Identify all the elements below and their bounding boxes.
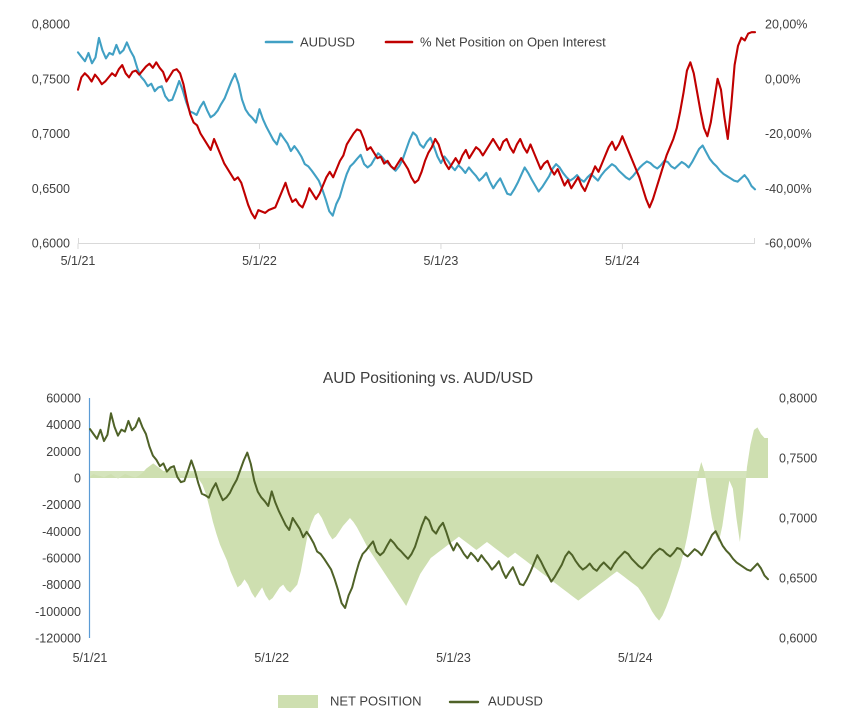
bottom-right-tick: 0,8000 <box>779 392 817 406</box>
bottom-right-tick: 0,7500 <box>779 452 817 466</box>
bottom-right-axis: 0,6000 0,6500 0,7000 0,7500 0,8000 <box>779 392 817 646</box>
bottom-x-tick: 5/1/24 <box>618 651 653 665</box>
top-chart-svg: AUDUSD % Net Position on Open Interest 0… <box>0 0 855 300</box>
top-series-net-position-on-open-interest <box>78 32 755 218</box>
top-chart-legend: AUDUSD % Net Position on Open Interest <box>266 34 606 49</box>
top-right-axis: -60,00% -40,00% -20,00% 0,00% 20,00% <box>765 18 812 251</box>
top-left-axis: 0,6000 0,6500 0,7000 0,7500 0,8000 <box>32 18 70 251</box>
top-left-tick: 0,7000 <box>32 127 70 141</box>
bottom-left-tick: 40000 <box>46 418 81 432</box>
legend-label-audusd: AUDUSD <box>488 693 543 708</box>
bottom-left-tick: -20000 <box>42 498 81 512</box>
top-series-audusd <box>78 38 755 216</box>
top-right-tick: -40,00% <box>765 182 812 196</box>
bottom-left-tick: -100000 <box>35 605 81 619</box>
bottom-chart-legend: NET POSITION AUDUSD <box>278 693 543 708</box>
bottom-x-tick: 5/1/21 <box>73 651 108 665</box>
top-x-axis: 5/1/21 5/1/22 5/1/23 5/1/24 <box>61 238 755 268</box>
legend-label-net-position: % Net Position on Open Interest <box>420 34 606 49</box>
bottom-left-axis: -120000 -100000 -80000 -60000 -40000 -20000 0 2… <box>35 392 81 646</box>
bottom-area-net-position <box>90 427 768 620</box>
top-left-tick: 0,7500 <box>32 72 70 86</box>
bottom-chart-title: AUD Positioning vs. AUD/USD <box>323 370 533 387</box>
legend-label-audusd: AUDUSD <box>300 34 355 49</box>
top-x-tick: 5/1/24 <box>605 254 640 268</box>
top-right-tick: 20,00% <box>765 18 807 32</box>
top-plot-area <box>78 32 755 218</box>
bottom-left-tick: 0 <box>74 472 81 486</box>
bottom-x-axis: 5/1/21 5/1/22 5/1/23 5/1/24 <box>73 651 653 665</box>
top-left-tick: 0,6500 <box>32 182 70 196</box>
bottom-left-tick: -40000 <box>42 525 81 539</box>
bottom-plot-area <box>90 413 768 620</box>
top-right-tick: -20,00% <box>765 127 812 141</box>
bottom-left-tick: -120000 <box>35 632 81 646</box>
aud-positioning-chart: AUD Positioning vs. AUD/USD -120000 -1000… <box>0 340 855 724</box>
bottom-right-tick: 0,7000 <box>779 512 817 526</box>
bottom-left-tick: -60000 <box>42 552 81 566</box>
bottom-right-tick: 0,6000 <box>779 632 817 646</box>
top-x-tick: 5/1/22 <box>242 254 277 268</box>
audusd-net-position-chart: AUDUSD % Net Position on Open Interest 0… <box>0 0 855 300</box>
top-x-tick: 5/1/23 <box>424 254 459 268</box>
top-left-tick: 0,8000 <box>32 18 70 32</box>
top-right-tick: -60,00% <box>765 237 812 251</box>
top-right-tick: 0,00% <box>765 72 800 86</box>
legend-swatch-net-position <box>278 695 318 708</box>
bottom-left-tick: 20000 <box>46 445 81 459</box>
top-x-tick: 5/1/21 <box>61 254 96 268</box>
bottom-right-tick: 0,6500 <box>779 572 817 586</box>
top-left-tick: 0,6000 <box>32 237 70 251</box>
bottom-chart-svg: AUD Positioning vs. AUD/USD -120000 -1000… <box>0 340 855 724</box>
bottom-x-tick: 5/1/23 <box>436 651 471 665</box>
bottom-x-tick: 5/1/22 <box>254 651 289 665</box>
bottom-left-tick: 60000 <box>46 392 81 406</box>
legend-label-net-position: NET POSITION <box>330 693 422 708</box>
bottom-left-tick: -80000 <box>42 578 81 592</box>
bottom-zero-band <box>90 471 768 478</box>
